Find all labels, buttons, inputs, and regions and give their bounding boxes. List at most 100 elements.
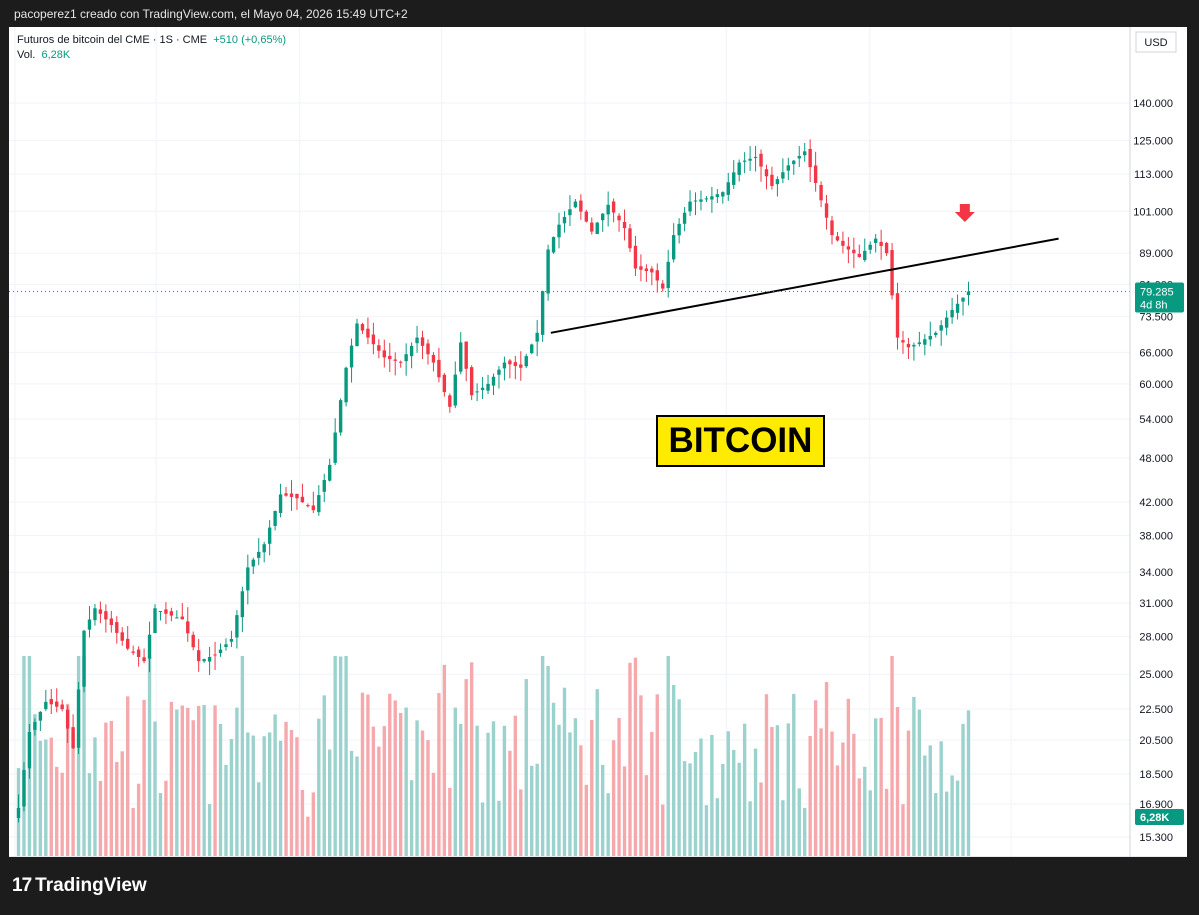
candle[interactable] — [109, 618, 114, 625]
candle[interactable] — [786, 165, 791, 171]
candle[interactable] — [317, 495, 321, 513]
candle[interactable] — [136, 649, 141, 658]
candle[interactable] — [126, 638, 130, 649]
candle[interactable] — [633, 245, 638, 269]
candle[interactable] — [295, 493, 299, 499]
candle[interactable] — [360, 324, 365, 331]
candle[interactable] — [655, 270, 659, 281]
candle[interactable] — [398, 361, 403, 363]
trendline[interactable] — [550, 237, 1059, 334]
candle[interactable] — [273, 510, 277, 526]
candle[interactable] — [737, 162, 741, 175]
candle[interactable] — [16, 807, 21, 819]
candle[interactable] — [639, 266, 643, 270]
candle[interactable] — [508, 360, 512, 365]
candle[interactable] — [852, 249, 856, 254]
candle[interactable] — [704, 198, 709, 200]
candle[interactable] — [715, 194, 720, 198]
candle[interactable] — [218, 649, 223, 654]
candle[interactable] — [732, 172, 736, 185]
candle[interactable] — [497, 369, 501, 375]
candle[interactable] — [939, 325, 943, 331]
currency-label[interactable]: USD — [1144, 37, 1167, 49]
candle[interactable] — [469, 367, 474, 396]
candle[interactable] — [104, 611, 108, 620]
candle[interactable] — [928, 336, 932, 340]
price-chart[interactable]: USD140.000125.000113.000101.00089.00081.… — [9, 27, 1187, 857]
candle[interactable] — [120, 632, 124, 641]
candle[interactable] — [573, 201, 578, 208]
candle[interactable] — [44, 701, 48, 710]
candle[interactable] — [917, 342, 922, 345]
candle[interactable] — [682, 212, 687, 224]
candle[interactable] — [355, 323, 359, 347]
candle[interactable] — [76, 689, 81, 748]
price-axis[interactable] — [1130, 27, 1187, 857]
candle[interactable] — [797, 156, 801, 159]
candle[interactable] — [27, 732, 32, 769]
candle[interactable] — [409, 345, 414, 357]
candle[interactable] — [726, 182, 730, 195]
candle[interactable] — [742, 160, 747, 162]
candle[interactable] — [661, 283, 665, 289]
candle[interactable] — [71, 727, 75, 749]
candle[interactable] — [950, 309, 954, 318]
candle[interactable] — [98, 609, 103, 614]
candle[interactable] — [431, 354, 436, 363]
candle[interactable] — [721, 192, 725, 197]
candle[interactable] — [770, 174, 774, 186]
candle[interactable] — [759, 153, 763, 167]
candle[interactable] — [382, 350, 387, 358]
candle[interactable] — [792, 160, 796, 165]
candle[interactable] — [82, 630, 86, 687]
candle[interactable] — [38, 711, 43, 721]
candle[interactable] — [934, 332, 938, 335]
candle[interactable] — [453, 374, 457, 406]
candle[interactable] — [895, 293, 900, 338]
candle[interactable] — [666, 261, 670, 289]
candle[interactable] — [699, 199, 703, 202]
candle[interactable] — [530, 344, 534, 354]
candle[interactable] — [278, 494, 283, 513]
candle[interactable] — [601, 213, 605, 221]
candle[interactable] — [557, 224, 561, 238]
candle[interactable] — [480, 387, 485, 391]
candle[interactable] — [246, 567, 250, 591]
candle[interactable] — [33, 721, 37, 730]
candle[interactable] — [240, 591, 245, 618]
candle[interactable] — [420, 337, 425, 346]
candle[interactable] — [813, 165, 818, 183]
candle[interactable] — [923, 339, 927, 345]
candle[interactable] — [415, 337, 419, 344]
candle[interactable] — [404, 354, 408, 362]
candle[interactable] — [169, 611, 174, 616]
candle[interactable] — [590, 222, 594, 232]
candle[interactable] — [251, 559, 255, 567]
candle[interactable] — [540, 291, 545, 335]
candle[interactable] — [344, 367, 348, 403]
candle[interactable] — [617, 215, 621, 221]
candle[interactable] — [961, 297, 965, 302]
candle[interactable] — [131, 651, 135, 653]
candle[interactable] — [202, 659, 206, 662]
candle[interactable] — [551, 237, 556, 253]
candle[interactable] — [213, 654, 217, 656]
candle[interactable] — [562, 216, 567, 224]
candle[interactable] — [803, 151, 807, 156]
candle[interactable] — [595, 222, 599, 235]
candle[interactable] — [906, 343, 911, 348]
candle[interactable] — [284, 493, 288, 496]
candle[interactable] — [55, 701, 59, 707]
candle[interactable] — [60, 704, 64, 710]
candle[interactable] — [257, 551, 261, 558]
candle[interactable] — [873, 238, 878, 244]
candle[interactable] — [535, 332, 539, 342]
candle[interactable] — [857, 253, 861, 257]
candle[interactable] — [191, 634, 195, 648]
candle[interactable] — [186, 621, 190, 634]
candle[interactable] — [366, 328, 370, 338]
candle[interactable] — [611, 201, 616, 213]
candle[interactable] — [628, 228, 632, 249]
candle[interactable] — [207, 656, 212, 662]
candle[interactable] — [49, 699, 53, 705]
